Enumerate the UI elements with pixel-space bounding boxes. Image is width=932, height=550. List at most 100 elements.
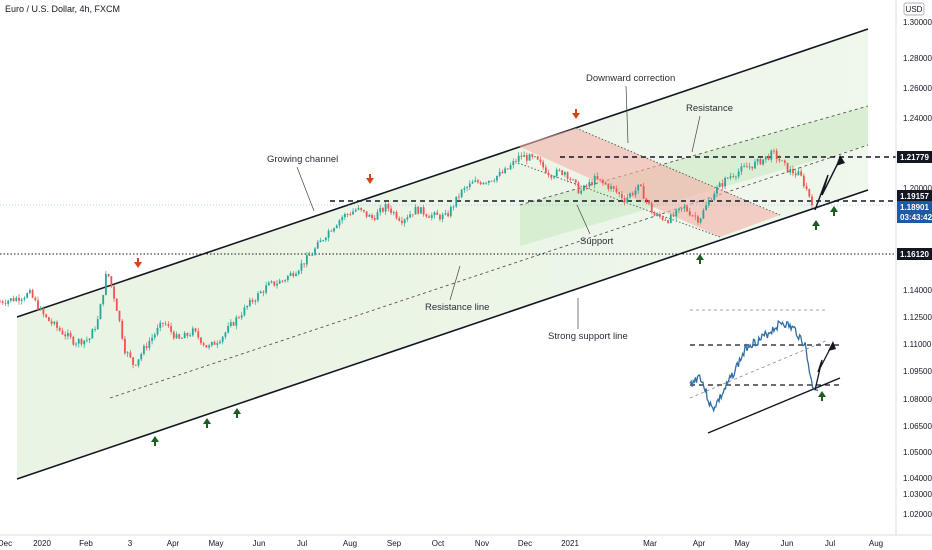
candle-body — [96, 319, 99, 330]
candle-body — [45, 314, 48, 318]
candle-body — [151, 337, 153, 341]
candle-body — [802, 175, 805, 187]
candle-body — [205, 345, 208, 348]
candle-body — [80, 339, 83, 345]
candle-body — [631, 193, 634, 195]
candle-body — [786, 162, 789, 173]
candle-body — [145, 346, 148, 348]
candle-body — [623, 198, 626, 202]
x-tick-label: Jun — [253, 539, 266, 548]
y-tick-label: 1.03000 — [903, 490, 932, 499]
y-tick-label: 1.20000 — [903, 184, 932, 193]
candle-body — [352, 211, 354, 215]
candle-body — [265, 285, 268, 293]
down-arrow-icon — [134, 262, 142, 268]
candle-body — [539, 159, 542, 162]
candle-body — [683, 206, 686, 209]
candle-body — [664, 219, 667, 221]
candle-body — [384, 204, 387, 212]
y-tick-label: 1.06500 — [903, 422, 932, 431]
candle-body — [553, 176, 555, 178]
candle-body — [411, 214, 414, 216]
candle-body — [667, 220, 669, 223]
candle-body — [550, 175, 553, 178]
time-axis[interactable]: Dec 2020 Feb 3 Apr May Jun Jul Aug Sep Oct Nov Dec 20… — [0, 534, 932, 550]
candle-body — [251, 299, 254, 302]
up-arrow-icon — [203, 418, 211, 424]
candle-body — [422, 207, 425, 215]
candle-body — [718, 183, 721, 188]
candle-body — [501, 171, 504, 174]
candle-body — [395, 212, 398, 219]
candle-body — [39, 307, 42, 310]
annotation-strong-support-line: Strong support line — [548, 331, 628, 342]
candle-body — [409, 214, 411, 218]
up-arrow-stem — [815, 226, 817, 230]
up-arrow-icon — [151, 436, 159, 442]
candle-body — [661, 216, 664, 220]
candle-body — [102, 294, 105, 305]
candle-body — [493, 180, 496, 182]
candle-body — [392, 212, 395, 213]
candle-body — [172, 331, 175, 339]
candle-body — [675, 210, 678, 217]
candle-body — [276, 283, 278, 286]
up-arrow-stem — [236, 414, 238, 418]
candle-body — [371, 214, 373, 219]
annotation-support: Support — [580, 236, 614, 247]
candle-body — [762, 159, 765, 165]
candle-body — [7, 300, 10, 304]
candle-body — [653, 212, 656, 216]
candle-body — [327, 230, 330, 238]
candle-body — [463, 188, 466, 190]
candle-body — [471, 181, 474, 184]
candle-body — [485, 182, 488, 184]
y-tick-label: 1.05000 — [903, 448, 932, 457]
candle-body — [20, 299, 23, 301]
candle-body — [66, 332, 69, 337]
candle-body — [634, 190, 637, 195]
y-tick-label: 1.30000 — [903, 18, 932, 27]
candle-body — [254, 300, 257, 302]
candle-body — [748, 166, 751, 168]
candle-body — [368, 214, 371, 217]
up-arrow-icon — [233, 408, 241, 414]
candle-body — [542, 161, 545, 168]
candle-body — [224, 332, 227, 337]
candle-body — [580, 190, 583, 194]
candle-body — [235, 317, 238, 326]
projection-arrow-head — [836, 155, 845, 166]
candle-body — [688, 211, 691, 216]
candle-body — [414, 206, 417, 215]
candle-body — [558, 169, 561, 171]
y-tick-label: 1.11000 — [903, 340, 932, 349]
candle-body — [797, 171, 800, 176]
candle-body — [775, 150, 778, 159]
candle-body — [15, 297, 18, 302]
candle-body — [365, 211, 368, 217]
price-axis[interactable]: USD 1.300001.280001.260001.240001.220001… — [895, 0, 932, 535]
candle-body — [808, 189, 811, 197]
candle-body — [525, 155, 528, 161]
candle-body — [246, 305, 249, 308]
candle-body — [547, 172, 550, 176]
candle-body — [363, 209, 365, 212]
candle-body — [593, 175, 596, 185]
candle-body — [229, 322, 232, 327]
candle-body — [69, 332, 72, 337]
x-tick-label: Jul — [825, 539, 835, 548]
candle-body — [34, 297, 37, 301]
candle-body — [439, 214, 441, 220]
candle-body — [153, 334, 156, 338]
candle-body — [208, 345, 211, 348]
candle-body — [105, 274, 107, 295]
candle-body — [88, 338, 91, 340]
candle-body — [121, 320, 124, 339]
candle-body — [612, 186, 615, 189]
candle-body — [137, 359, 140, 366]
candle-body — [129, 352, 132, 358]
candle-body — [707, 200, 710, 206]
candle-body — [607, 184, 610, 190]
candle-body — [75, 343, 77, 345]
